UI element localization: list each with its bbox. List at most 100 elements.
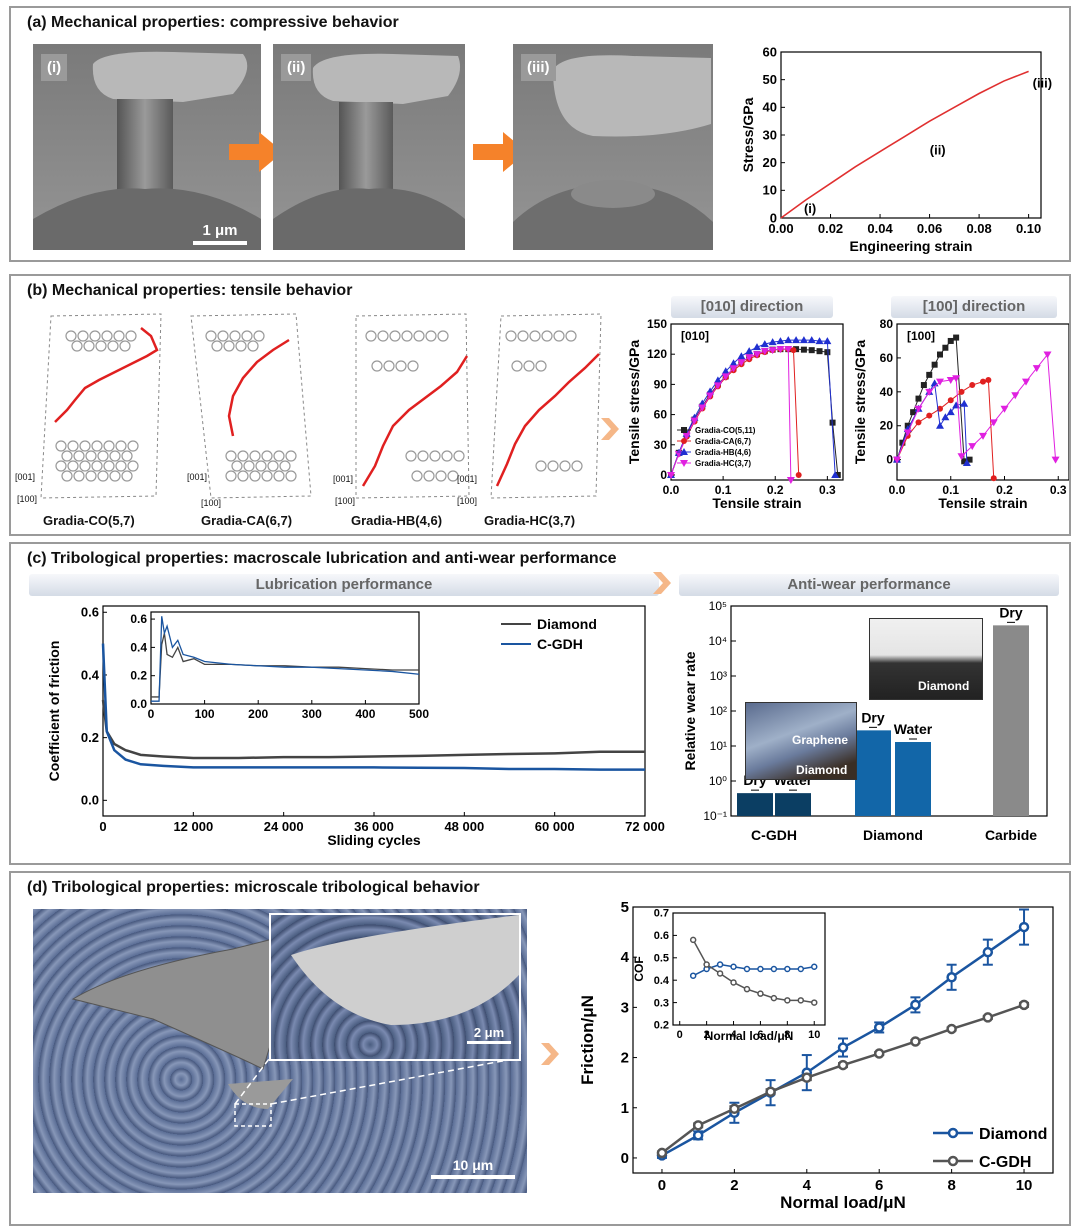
banner-lubrication: Lubrication performance <box>29 574 659 596</box>
group-label: Diamond <box>863 827 923 843</box>
x-tick-label: 4 <box>803 1177 812 1194</box>
data-point <box>946 376 955 384</box>
x-tick-label: 0.1 <box>715 483 732 497</box>
legend-marker <box>681 438 687 444</box>
bar-label: Water <box>894 721 933 737</box>
scale-bar-1um: 1 μm <box>193 222 247 245</box>
y-axis-label: Stress/GPa <box>741 97 756 172</box>
inset-label-graphene: Graphene <box>792 733 849 747</box>
data-point <box>958 388 965 395</box>
data-point <box>936 421 944 429</box>
y-axis-label: COF <box>632 956 646 981</box>
y-axis-label: Tensile stress/GPa <box>627 340 642 464</box>
data-point <box>1032 365 1041 373</box>
series-line <box>101 643 645 771</box>
x-tick-label: 8 <box>947 1177 955 1194</box>
series-group <box>893 351 1060 464</box>
bar <box>737 793 773 816</box>
chevron-right-icon <box>651 570 673 601</box>
y-tick-label: 10² <box>710 704 727 718</box>
y-tick-label: 0.0 <box>81 793 99 808</box>
y-tick-label: 0.5 <box>654 952 669 964</box>
data-point <box>824 349 831 356</box>
frame-label-i: (i) <box>41 54 68 81</box>
cantilever-shape <box>71 938 514 1127</box>
y-tick-label: 0.6 <box>81 605 99 620</box>
data-point <box>985 376 992 383</box>
data-point <box>776 346 785 354</box>
group-label: C-GDH <box>751 827 797 843</box>
structure-hc <box>490 313 602 499</box>
data-point <box>753 351 761 359</box>
y-tick-label: 10⁴ <box>708 634 727 648</box>
legend-label: C-GDH <box>537 636 583 652</box>
x-tick-label: 4 <box>730 1029 737 1041</box>
panel-a-title: (a) Mechanical properties: compressive b… <box>27 14 399 31</box>
inset-data-point <box>689 936 697 944</box>
data-point <box>937 351 943 358</box>
data-point <box>926 371 933 378</box>
series-line <box>101 699 645 760</box>
x-tick-label: 36 000 <box>354 819 394 834</box>
data-point <box>931 361 938 368</box>
data-point <box>768 347 777 355</box>
data-point <box>1018 921 1030 933</box>
data-point <box>721 373 730 381</box>
x-tick-label: 0.06 <box>917 221 942 236</box>
axis-marker-001: [001] <box>457 474 478 484</box>
x-tick-label: 0.2 <box>767 483 784 497</box>
panel-a: (a) Mechanical properties: compressive b… <box>9 6 1071 262</box>
x-tick-label: 200 <box>248 707 268 721</box>
data-point <box>952 375 961 383</box>
data-point <box>784 336 793 344</box>
inset-data-point <box>770 994 778 1002</box>
y-tick-label: 0.6 <box>130 612 147 626</box>
inset-data-point <box>703 961 710 968</box>
y-tick-label: 150 <box>647 318 667 331</box>
inset-label-diamond: Diamond <box>796 763 848 777</box>
inner-label: [100] <box>907 329 935 343</box>
x-tick-label: 100 <box>195 707 215 721</box>
data-point <box>926 412 933 419</box>
x-tick-label: 48 000 <box>444 819 484 834</box>
data-point <box>953 334 960 341</box>
axis-marker-100: [100] <box>457 496 478 506</box>
legend-marker <box>680 448 688 455</box>
y-tick-label: 0.4 <box>654 975 670 987</box>
data-point <box>960 399 969 407</box>
atomic-structures <box>40 313 602 499</box>
axis-marker-100: [100] <box>17 494 38 504</box>
data-point <box>941 413 950 421</box>
data-point <box>961 458 968 465</box>
x-tick-label: 0 <box>148 707 155 721</box>
y-tick-label: 0.4 <box>130 640 147 654</box>
x-tick-label: 0 <box>677 1029 683 1041</box>
scale-bar-label: 1 μm <box>202 222 238 239</box>
x-tick-label: 2 <box>704 1029 710 1041</box>
arrow-right-icon <box>229 130 285 179</box>
data-point <box>799 336 808 344</box>
data-point <box>790 347 797 354</box>
axis-marker-100: [100] <box>335 496 356 506</box>
inset-data-point <box>797 997 805 1004</box>
data-point <box>936 378 944 386</box>
y-tick-label: 40 <box>880 385 894 399</box>
y-tick-label: 10 <box>763 183 777 198</box>
chart-tensile-010: 0.0 0.1 0.2 0.3 0 30 60 90 120 150 Tensile strain T… <box>627 318 844 511</box>
data-point <box>698 404 707 412</box>
inset-data-point <box>797 965 805 973</box>
data-point <box>737 359 746 367</box>
data-point <box>947 337 954 344</box>
data-point <box>674 450 683 458</box>
data-point <box>1043 351 1052 359</box>
data-point <box>915 419 922 426</box>
data-point <box>982 946 994 958</box>
data-point <box>946 1023 957 1035</box>
panel-c-title: (c) Tribological properties: macroscale … <box>27 550 617 567</box>
inner-label: [010] <box>681 329 709 343</box>
y-tick-label: 60 <box>763 44 777 59</box>
scale-bar-10um: 10 μm <box>431 1157 515 1179</box>
x-tick-label: 8 <box>784 1029 790 1041</box>
data-point <box>942 344 949 351</box>
data-point <box>729 1103 740 1115</box>
